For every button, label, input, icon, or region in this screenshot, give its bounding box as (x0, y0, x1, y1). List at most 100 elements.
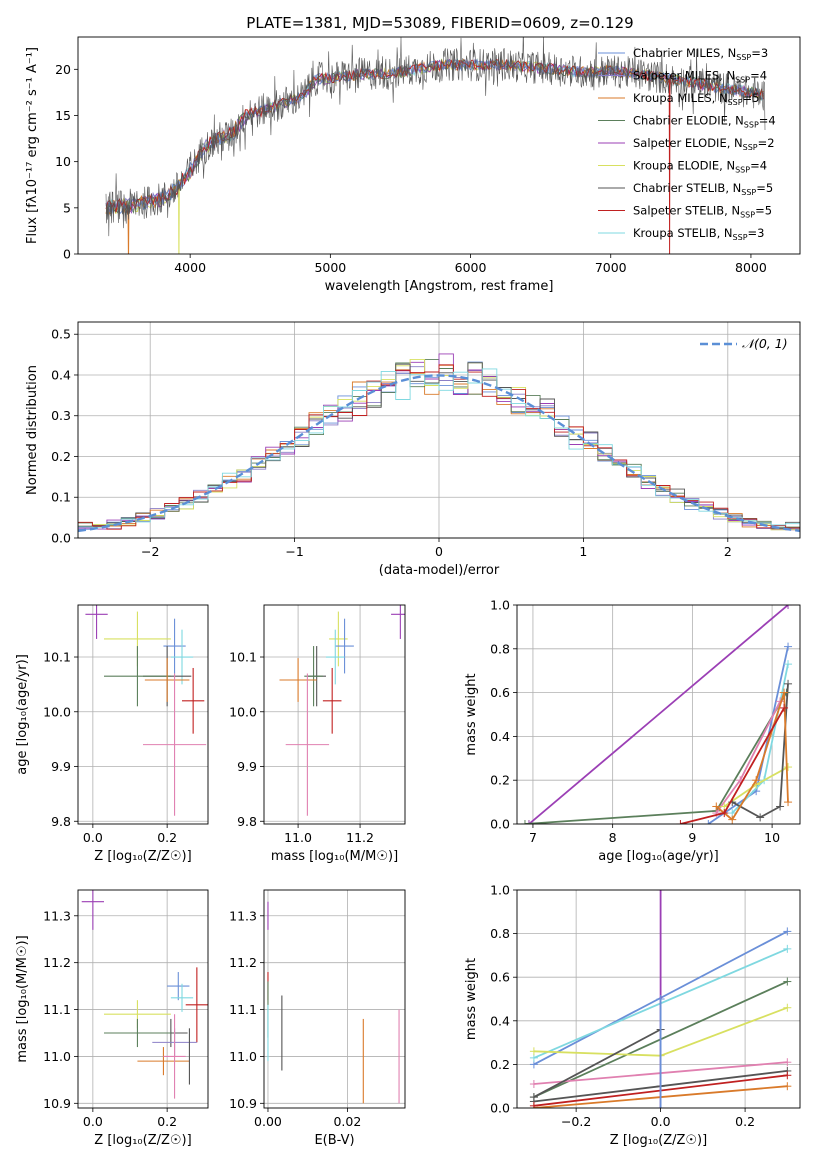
x-axis-label: (data-model)/error (379, 563, 500, 578)
plot-area (85, 605, 207, 816)
axes-frame (77, 36, 801, 255)
x-tick-label: 8 (609, 830, 617, 845)
x-tick-label: 9 (688, 830, 696, 845)
y-tick-label: 11.1 (43, 1002, 71, 1017)
x-tick-label: 4000 (174, 260, 206, 275)
x-tick-label: 11.2 (346, 830, 374, 845)
axes-frame (77, 889, 209, 1109)
x-tick-label: 1 (579, 544, 587, 559)
x-tick-label: 0.2 (735, 1114, 755, 1129)
y-tick-label: 0.5 (51, 327, 71, 342)
y-tick-label: 10 (55, 154, 71, 169)
series-marker (720, 809, 729, 818)
plot-area (267, 901, 400, 1104)
plot-area (78, 353, 800, 538)
x-tick-label: 2 (724, 544, 732, 559)
x-tick-label: 10 (764, 830, 780, 845)
legend-label: Salpeter ELODIE, NSSP=2 (633, 136, 775, 152)
mass-vs-metallicity-panel: 0.0 0.2 10.9 11.0 11.1 11.2 11.3 Z [log₁₀(Z/Z☉)… (15, 889, 209, 1148)
age-vs-mass-panel: 11.0 11.2 9.8 9.9 10.0 10.1 mass [log₁₀(M/M☉)] (229, 604, 406, 864)
legend-label: Chabrier STELIB, NSSP=5 (633, 181, 773, 197)
y-tick-label: 10.1 (43, 650, 71, 665)
age-vs-metallicity-panel: 0.0 0.2 9.8 9.9 10.0 10.1 Z [log₁₀(Z/Z☉)] age [… (15, 604, 209, 864)
x-tick-label: −0.2 (561, 1114, 591, 1129)
plot-area (529, 890, 792, 1108)
errorbar-point (285, 673, 330, 816)
observed-spectrum-line (105, 37, 766, 237)
y-tick-label: 9.9 (237, 759, 257, 774)
series-marker (752, 776, 761, 785)
series-marker (529, 1080, 538, 1089)
y-tick-label: 0.4 (490, 729, 510, 744)
y-axis-label: mass weight (464, 673, 479, 755)
y-axis-label: age [log₁₀(age/yr)] (15, 654, 30, 775)
series-marker (780, 688, 789, 697)
x-tick-label: 7000 (595, 260, 627, 275)
mass-vs-reddening-panel: 0.00 0.02 10.9 11.0 11.1 11.2 11.3 E(B-V) (229, 889, 406, 1148)
y-tick-label: 0.6 (490, 970, 510, 985)
y-tick-label: 1.0 (490, 598, 510, 613)
spectrum-panel: 4000 5000 6000 7000 8000 0 5 10 15 20 wavelength [… (25, 36, 801, 294)
series-marker (783, 1082, 792, 1091)
y-tick-label: 0.0 (490, 817, 510, 832)
errorbar-point (170, 983, 194, 1012)
y-tick-label: 11.3 (43, 908, 71, 923)
y-tick-label: 0.3 (51, 408, 71, 423)
errorbar-point (170, 629, 194, 685)
x-axis-label: mass [log₁₀(M/M☉)] (271, 849, 398, 864)
series-marker (784, 798, 793, 807)
errorbar-point (137, 1047, 190, 1076)
y-tick-label: 0.2 (51, 449, 71, 464)
mass-weight-series-line (528, 605, 789, 824)
y-tick-label: 0.0 (490, 1101, 510, 1116)
y-tick-label: 5 (63, 200, 71, 215)
x-axis-label: Z [log₁₀(Z/Z☉)] (94, 1133, 191, 1148)
series-marker (784, 679, 793, 688)
x-axis-label: age [log₁₀(age/yr)] (598, 849, 719, 864)
y-tick-label: 0.8 (490, 926, 510, 941)
y-axis-label: Normed distribution (25, 365, 40, 495)
y-tick-label: 11.2 (229, 955, 257, 970)
y-tick-label: 0.1 (51, 490, 71, 505)
x-tick-label: 0.0 (83, 1114, 103, 1129)
x-tick-label: −2 (141, 544, 159, 559)
series-marker (524, 820, 533, 824)
errorbar-point (325, 629, 345, 685)
x-tick-label: 0.2 (157, 830, 177, 845)
x-tick-label: −1 (285, 544, 303, 559)
errorbar-point (85, 605, 108, 639)
y-axis-label: mass weight (464, 958, 479, 1040)
errorbar-point (335, 618, 354, 674)
series-marker (783, 977, 792, 986)
y-tick-label: 10.0 (229, 704, 257, 719)
legend: Chabrier MILES, NSSP=3 Salpeter MILES, NS… (598, 46, 776, 242)
series-marker (780, 703, 789, 712)
x-tick-label: 6000 (455, 260, 487, 275)
residual-histogram-panel: −2 −1 0 1 2 0.0 0.1 0.2 0.3 0.4 0.5 (data-model)/er… (25, 321, 801, 578)
series-marker (784, 642, 793, 651)
y-tick-label: 10.9 (229, 1096, 257, 1111)
plot-area (105, 37, 766, 254)
x-axis-label: Z [log₁₀(Z/Z☉)] (610, 1133, 707, 1148)
series-marker (529, 1047, 538, 1056)
series-marker (783, 944, 792, 953)
x-tick-label: 0.00 (254, 1114, 282, 1129)
mass-weight-vs-metallicity-panel: −0.2 0.0 0.2 0.0 0.2 0.4 0.6 0.8 1.0 Z [log₁₀(Z/Z… (464, 883, 801, 1148)
y-tick-label: 9.8 (237, 814, 257, 829)
errorbar-point (182, 667, 205, 734)
x-tick-label: 0.0 (651, 1114, 671, 1129)
x-tick-label: 0 (435, 544, 443, 559)
axes-frame (516, 889, 801, 1109)
y-tick-label: 11.3 (229, 908, 257, 923)
plot-area (279, 605, 405, 816)
series-marker (529, 1093, 538, 1102)
series-marker (783, 927, 792, 936)
axes-frame (77, 604, 209, 825)
y-axis-label: mass [log₁₀(M/M☉)] (15, 935, 30, 1062)
errorbar-point (104, 646, 171, 707)
legend-label: Kroupa STELIB, NSSP=3 (633, 226, 764, 242)
x-tick-label: 11.0 (284, 830, 312, 845)
errorbar-point (185, 967, 208, 1043)
y-tick-label: 0 (63, 247, 71, 262)
